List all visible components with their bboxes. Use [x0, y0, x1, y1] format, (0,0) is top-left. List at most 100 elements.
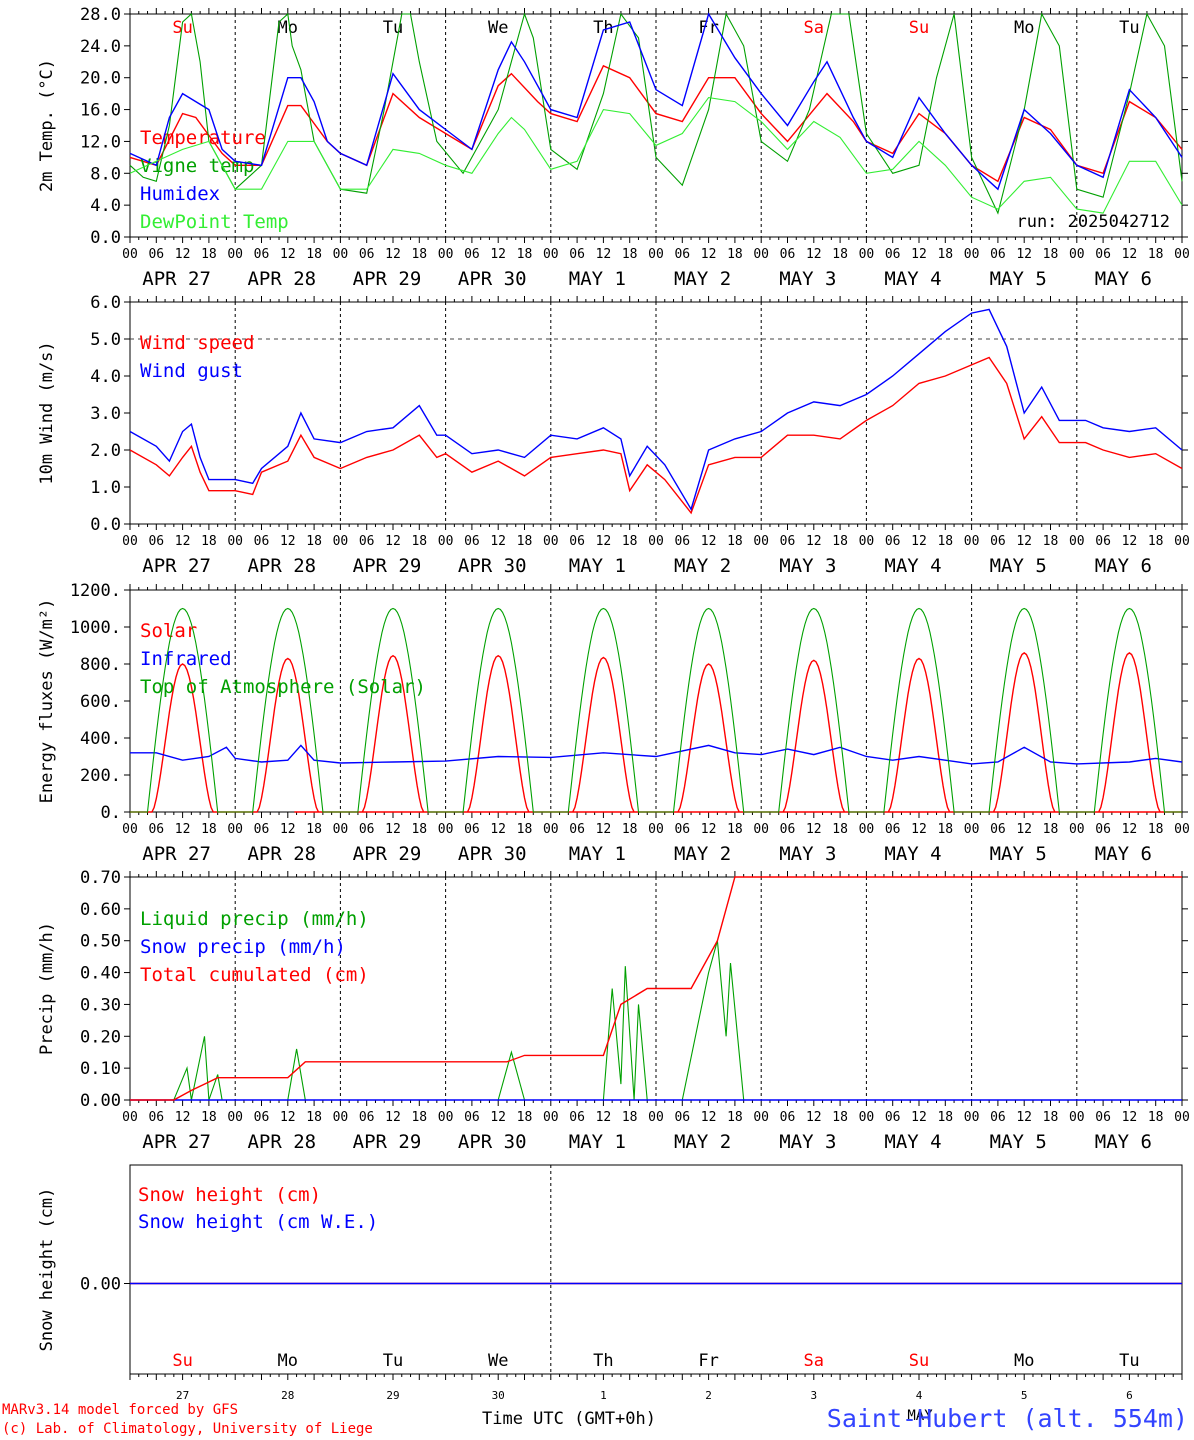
x-hour-label: 06	[254, 822, 270, 837]
x-hour-label: 00	[543, 534, 559, 549]
x-hour-label: 00	[859, 534, 875, 549]
x-hour-label: 00	[1069, 247, 1085, 262]
x-hour-label: 18	[201, 1110, 217, 1125]
y-axis-title: Energy fluxes (W/m²)	[37, 599, 57, 804]
x-hour-label: 06	[674, 822, 690, 837]
x-hour-label: 00	[438, 1110, 454, 1125]
x-hour-label: 18	[306, 534, 322, 549]
legend-entry: Vigne temp	[140, 155, 254, 177]
x-hour-label: 18	[1043, 534, 1059, 549]
x-hour-label: 18	[1148, 1110, 1164, 1125]
x-hour-label: 12	[1122, 1110, 1138, 1125]
x-hour-label: 06	[990, 247, 1006, 262]
x-date-label: APR 29	[353, 268, 422, 290]
x-date-label: MAY 1	[569, 555, 626, 577]
day-number-label: 3	[810, 1389, 817, 1402]
panels: 0.04.08.012.016.020.024.028.02m Temp. (°…	[37, 5, 1190, 1402]
legend-entry: Liquid precip (mm/h)	[140, 908, 369, 930]
x-hour-label: 18	[517, 247, 533, 262]
x-hour-label: 00	[964, 822, 980, 837]
y-tick-label: 0.50	[80, 932, 121, 952]
x-hour-label: 12	[701, 247, 717, 262]
day-of-week-label: Su	[172, 1351, 192, 1371]
y-tick-label: 1.0	[90, 478, 121, 498]
legend-entry: Wind speed	[140, 332, 254, 354]
x-hour-label: 12	[596, 534, 612, 549]
day-of-week-label: We	[488, 1351, 508, 1371]
x-hour-label: 06	[148, 247, 164, 262]
x-hour-label: 00	[753, 1110, 769, 1125]
x-hour-label: 00	[227, 534, 243, 549]
x-hour-label: 12	[490, 534, 506, 549]
x-hour-label: 12	[1016, 822, 1032, 837]
x-hour-label: 06	[674, 247, 690, 262]
x-hour-label: 06	[254, 534, 270, 549]
x-hour-label: 00	[122, 247, 138, 262]
x-hour-label: 12	[385, 1110, 401, 1125]
day-of-week-label: Su	[909, 1351, 929, 1371]
y-tick-label: 0.70	[80, 868, 121, 888]
x-hour-label: 18	[622, 1110, 638, 1125]
x-date-label: MAY 3	[779, 268, 836, 290]
legend-entry: Snow precip (mm/h)	[140, 936, 346, 958]
x-hour-label: 12	[490, 1110, 506, 1125]
x-date-label: APR 29	[353, 555, 422, 577]
x-hour-label: 18	[517, 534, 533, 549]
x-hour-label: 00	[1174, 534, 1190, 549]
x-hour-label: 18	[1148, 822, 1164, 837]
day-number-label: 28	[281, 1389, 294, 1402]
x-date-label: MAY 4	[884, 843, 941, 865]
y-axis-title: Snow height (cm)	[37, 1188, 57, 1352]
x-hour-label: 00	[753, 247, 769, 262]
x-hour-label: 00	[438, 534, 454, 549]
day-number-label: 6	[1126, 1389, 1133, 1402]
x-hour-label: 06	[885, 1110, 901, 1125]
x-date-label: APR 28	[247, 555, 316, 577]
panel-4: 0.00 0.10 0.20 0.30 0.40 0.50 0.60 0.70 Precip (…	[37, 868, 1190, 1153]
run-annotation: run: 2025042712	[1016, 212, 1170, 232]
x-date-label: APR 30	[458, 555, 527, 577]
x-date-label: APR 28	[247, 268, 316, 290]
x-hour-label: 18	[1043, 247, 1059, 262]
series-line-wind-gust	[129, 308, 1183, 511]
legend-entry: Snow height (cm)	[138, 1184, 321, 1206]
panel-5: 0.00 Snow height (cm) Su Mo Tu We Th Fr Sa Su Mo Tu…	[37, 1164, 1183, 1402]
day-of-week-label: Sa	[804, 1351, 824, 1371]
x-hour-label: 00	[964, 247, 980, 262]
x-hour-label: 12	[280, 534, 296, 549]
y-tick-label: 0.40	[80, 964, 121, 984]
day-number-label: 1	[600, 1389, 607, 1402]
x-date-label: APR 29	[353, 843, 422, 865]
x-hour-label: 12	[701, 822, 717, 837]
x-hour-label: 00	[753, 822, 769, 837]
x-hour-label: 00	[1069, 534, 1085, 549]
x-hour-label: 06	[780, 247, 796, 262]
day-of-week-label: Th	[593, 18, 613, 38]
legend-entry: Humidex	[140, 183, 220, 205]
y-tick-label: 28.0	[80, 5, 121, 25]
y-tick-label: 1200.	[70, 581, 121, 601]
x-date-label: APR 27	[142, 843, 211, 865]
x-hour-label: 18	[411, 534, 427, 549]
series-line-humidex	[129, 12, 1183, 191]
x-hour-label: 06	[990, 1110, 1006, 1125]
x-date-label: APR 27	[142, 268, 211, 290]
y-tick-label: 0.00	[80, 1275, 121, 1295]
series-line-wind-speed	[129, 356, 1183, 515]
series-line-total-cumulated-cm-	[130, 876, 1182, 1101]
x-hour-label: 12	[175, 247, 191, 262]
x-hour-label: 18	[727, 247, 743, 262]
y-tick-label: 20.0	[80, 69, 121, 89]
x-hour-label: 12	[280, 1110, 296, 1125]
x-hour-label: 00	[333, 1110, 349, 1125]
panel-2: 0.0 1.0 2.0 3.0 4.0 5.0 6.0 10m Wind (m/s) 00 06 1…	[37, 293, 1190, 577]
x-hour-label: 12	[175, 1110, 191, 1125]
y-tick-label: 0.	[101, 803, 121, 823]
day-of-week-label: Mo	[278, 18, 298, 38]
y-tick-label: 24.0	[80, 37, 121, 57]
x-date-label: MAY 1	[569, 1131, 626, 1153]
x-date-label: APR 27	[142, 555, 211, 577]
x-hour-label: 18	[937, 822, 953, 837]
y-tick-label: 0.30	[80, 995, 121, 1015]
day-of-week-label: Mo	[1014, 1351, 1034, 1371]
